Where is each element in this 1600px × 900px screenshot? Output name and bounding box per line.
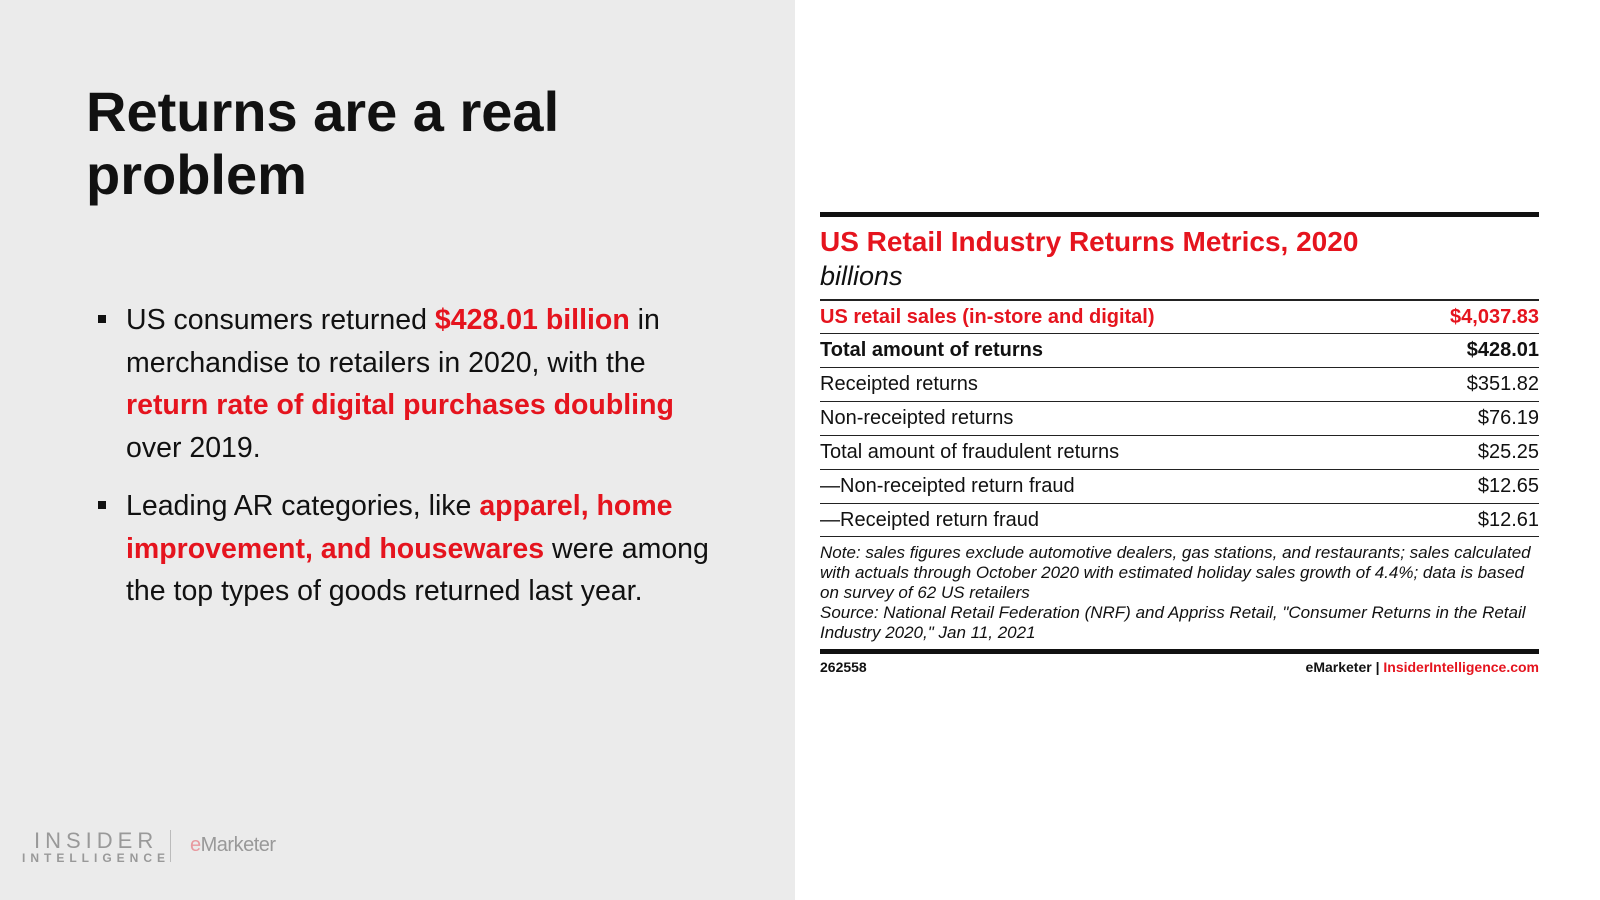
bullet-text: over 2019.	[126, 431, 261, 464]
bullet-square-icon	[98, 315, 106, 323]
bullet-list: US consumers returned $428.01 billion in…	[98, 299, 710, 629]
row-value: $428.01	[1466, 339, 1539, 361]
logo-divider	[170, 830, 171, 862]
logo-intelligence: INTELLIGENCE	[22, 851, 171, 865]
row-value: $12.61	[1477, 508, 1539, 531]
table-row: US retail sales (in-store and digital) $4…	[820, 299, 1539, 333]
footer-link[interactable]: InsiderIntelligence.com	[1383, 659, 1539, 675]
bullet-text: US consumers returned	[126, 304, 435, 336]
table-row: Total amount of returns $428.01	[820, 333, 1539, 367]
row-label: —Receipted return fraud	[820, 508, 1040, 531]
table-footer: 262558 eMarketer | InsiderIntelligence.c…	[820, 659, 1539, 675]
table-note: Note: sales figures exclude automotive d…	[820, 543, 1531, 602]
row-label: Non-receipted returns	[820, 407, 1014, 429]
row-value: $76.19	[1477, 407, 1539, 429]
bottom-rule	[820, 649, 1539, 654]
row-value: $12.65	[1477, 475, 1539, 497]
footer-brand: eMarketer	[1305, 659, 1372, 675]
highlight-text: $428.01 billion	[434, 304, 630, 336]
logo-insider: INSIDER	[34, 828, 159, 853]
bullet-text: Leading AR categories, like	[126, 490, 480, 522]
row-label: US retail sales (in-store and digital)	[820, 305, 1155, 328]
bullet-item: US consumers returned $428.01 billion in…	[98, 299, 710, 469]
left-panel: Returns are a real problem US consumers …	[0, 0, 795, 900]
highlight-text: apparel, home improvement, and houseware…	[126, 490, 673, 565]
row-value: $351.82	[1466, 373, 1539, 395]
table-source: Source: National Retail Federation (NRF)…	[820, 603, 1526, 642]
logo-e: e	[190, 834, 201, 856]
chart-id: 262558	[820, 659, 867, 675]
emarketer-logo: eMarketer	[190, 834, 276, 857]
table-unit: billions	[820, 261, 903, 291]
bullet-text: were among the top types of goods return…	[126, 532, 709, 608]
row-value: $4,037.83	[1450, 305, 1539, 328]
bullet-square-icon	[98, 501, 106, 509]
table-row: —Non-receipted return fraud $12.65	[820, 469, 1539, 503]
bullet-text: in merchandise to retailers in 2020, wit…	[126, 304, 660, 379]
table-title: US Retail Industry Returns Metrics, 2020	[820, 226, 1359, 257]
logo-marketer: Marketer	[200, 834, 276, 856]
bullet-item: Leading AR categories, like apparel, hom…	[98, 485, 710, 613]
table-row: Receipted returns $351.82	[820, 367, 1539, 401]
row-value: $25.25	[1477, 441, 1539, 463]
top-rule	[820, 212, 1539, 217]
table-row: Non-receipted returns $76.19	[820, 401, 1539, 435]
returns-metrics-table: US Retail Industry Returns Metrics, 2020…	[820, 212, 1539, 675]
highlight-text: return rate of digital purchases doublin…	[126, 389, 674, 421]
row-label: —Non-receipted return fraud	[820, 475, 1075, 497]
row-label: Total amount of returns	[820, 339, 1043, 361]
table-row: Total amount of fraudulent returns $25.25	[820, 435, 1539, 469]
slide-title: Returns are a real problem	[86, 80, 560, 206]
table-row: —Receipted return fraud $12.61	[820, 503, 1539, 537]
row-label: Receipted returns	[820, 373, 978, 395]
row-label: Total amount of fraudulent returns	[820, 441, 1120, 463]
footer-separator: |	[1375, 659, 1380, 675]
